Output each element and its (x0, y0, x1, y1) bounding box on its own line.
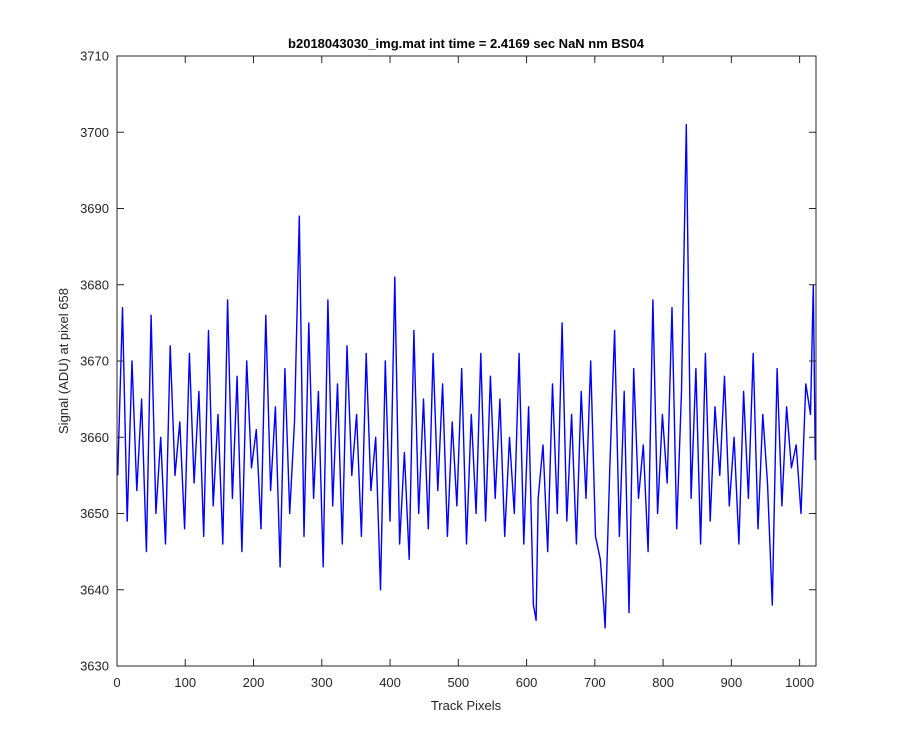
chart-title: b2018043030_img.mat int time = 2.4169 se… (288, 36, 645, 51)
y-tick-label: 3700 (80, 125, 109, 140)
x-tick-label: 500 (447, 675, 469, 690)
y-tick-label: 3690 (80, 201, 109, 216)
tick-layer: 0 100 200 300 400 500 600 700 800 900 1000 3630 3640… (80, 49, 816, 690)
plot-area (117, 56, 816, 666)
x-tick-label: 700 (584, 675, 606, 690)
x-tick-label: 600 (516, 675, 538, 690)
y-tick-label: 3680 (80, 277, 109, 292)
y-tick-label: 3630 (80, 659, 109, 674)
x-tick-label: 1000 (785, 675, 814, 690)
series-layer (117, 123, 816, 629)
x-tick-label: 800 (652, 675, 674, 690)
x-tick-label: 0 (113, 675, 120, 690)
y-tick-label: 3660 (80, 430, 109, 445)
y-tick-label: 3670 (80, 354, 109, 369)
x-tick-label: 400 (379, 675, 401, 690)
x-tick-label: 200 (243, 675, 265, 690)
x-tick-label: 300 (311, 675, 333, 690)
y-tick-label: 3640 (80, 582, 109, 597)
x-axis-label: Track Pixels (431, 698, 502, 713)
y-axis-label: Signal (ADU) at pixel 658 (56, 288, 71, 434)
series-line (117, 123, 816, 629)
y-tick-label: 3710 (80, 49, 109, 64)
x-tick-label: 900 (721, 675, 743, 690)
y-tick-label: 3650 (80, 506, 109, 521)
x-tick-label: 100 (174, 675, 196, 690)
